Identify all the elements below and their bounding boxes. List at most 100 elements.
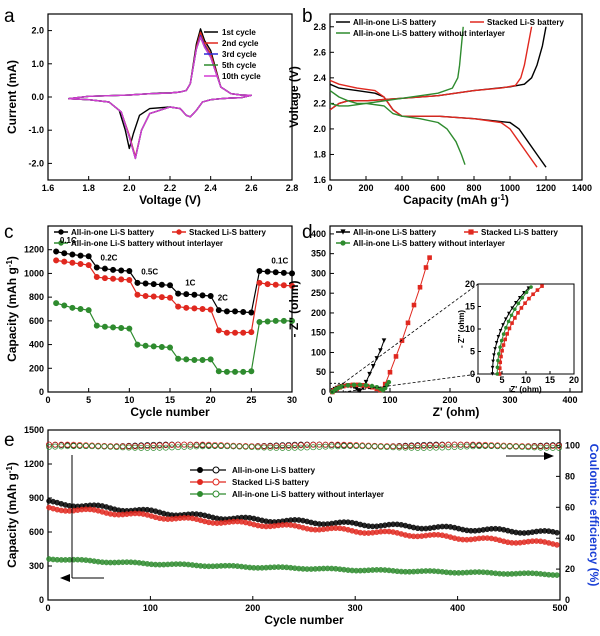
data-point [374, 384, 380, 390]
x-tick-label: 1.6 [42, 183, 55, 193]
efficiency-point [89, 443, 95, 450]
capacity-point [554, 542, 560, 548]
x-tick-label: 2.8 [286, 183, 299, 193]
inset-data-point [507, 311, 511, 316]
data-point [69, 304, 76, 311]
y-tick-label: 0 [39, 595, 44, 605]
efficiency-point [500, 443, 507, 450]
panel-letter: a [4, 6, 15, 27]
data-point [126, 276, 133, 283]
efficiency-point [310, 444, 317, 451]
legend-marker [58, 229, 64, 235]
y-tick-label: 100 [311, 347, 326, 357]
y-tick-label: 0.0 [31, 92, 44, 102]
legend-marker-filled [197, 491, 203, 497]
legend-marker [340, 229, 346, 235]
efficiency-point [230, 443, 237, 450]
legend-label: 10th cycle [222, 72, 261, 81]
x-tick-label: 2.4 [204, 183, 217, 193]
inset-data-point [529, 285, 533, 289]
y-tick-label: 800 [29, 292, 44, 302]
x-tick-label: 0 [45, 395, 50, 405]
efficiency-point [310, 441, 317, 448]
y-axis-label: Capacity (mAh g-1) [5, 462, 19, 568]
data-point [417, 284, 423, 290]
inset-data-point [505, 332, 509, 336]
efficiency-point [402, 444, 409, 451]
data-point [232, 329, 239, 336]
y2-tick-label: 60 [565, 502, 575, 512]
arrow-head-right [544, 452, 554, 460]
y-tick-label: 250 [311, 288, 326, 298]
inset-data-point [509, 313, 514, 318]
legend-label: Stacked Li-S battery [232, 478, 309, 487]
efficiency-point [322, 441, 329, 448]
legend-label: 5th cycle [222, 61, 257, 70]
inset-data-point [501, 323, 505, 327]
inset-data-point [493, 347, 497, 351]
inset-data-point [494, 341, 499, 345]
y-tick-label: 150 [311, 328, 326, 338]
plot-frame [47, 429, 561, 601]
x-tick-label: 300 [502, 395, 517, 405]
efficiency-point [248, 444, 255, 451]
efficiency-series [46, 441, 562, 450]
data-point [280, 317, 287, 324]
efficiency-point [297, 444, 304, 451]
data-point [61, 250, 68, 257]
inset-data-point [498, 360, 503, 365]
legend-label: All-in-one Li-S battery without interlay… [353, 239, 505, 248]
inset-data-point [501, 343, 506, 347]
data-point [232, 308, 239, 315]
data-point [85, 253, 92, 260]
panel-d: 0 100 200 300 400050100150200250300350400Z' … [287, 222, 583, 419]
legend-marker [176, 229, 182, 235]
data-point [288, 282, 295, 289]
inset-data-point [492, 353, 496, 357]
x-tick-label: 30 [287, 395, 297, 405]
y2-tick-label: 20 [565, 564, 575, 574]
efficiency-point [64, 443, 71, 450]
data-point [215, 327, 222, 334]
y-tick-label: 200 [311, 308, 326, 318]
zoom-connector [342, 283, 479, 384]
legend-label: All-in-one Li-S battery [232, 466, 316, 475]
inset-data-point [535, 288, 540, 292]
data-point [223, 368, 230, 375]
y-tick-label: 600 [29, 527, 44, 537]
rate-label: 0.2C [101, 253, 118, 262]
efficiency-point [46, 443, 52, 450]
efficiency-point [101, 443, 108, 450]
data-point [85, 307, 92, 314]
efficiency-point [537, 444, 544, 451]
y-tick-label: 1200 [24, 459, 44, 469]
efficiency-point [334, 443, 341, 450]
efficiency-point [470, 441, 476, 448]
data-point [393, 354, 399, 359]
efficiency-point [64, 441, 71, 448]
x-tick-label: 1000 [500, 183, 520, 193]
efficiency-point [494, 443, 501, 450]
efficiency-point [138, 443, 145, 450]
data-point [215, 307, 222, 314]
data-point [101, 323, 108, 330]
data-point [167, 282, 174, 289]
inset-data-point [499, 354, 503, 359]
efficiency-point [285, 444, 292, 451]
legend-label: Stacked Li-S battery [189, 228, 266, 237]
y-tick-label: 1.0 [31, 59, 44, 69]
data-point [142, 292, 149, 299]
inset-y-tick-label: 0 [470, 369, 475, 379]
legend: All-in-one Li-S battery Stacked Li-S batt… [336, 228, 558, 248]
data-point [134, 291, 141, 298]
y-tick-label: 600 [29, 316, 44, 326]
efficiency-point [390, 444, 397, 451]
data-point [175, 290, 182, 297]
efficiency-point [58, 443, 65, 450]
data-point [158, 294, 165, 301]
data-point [264, 318, 271, 325]
y-tick-label: 2.8 [313, 22, 326, 32]
capacity-point [554, 572, 560, 578]
inset-data-point [495, 372, 500, 376]
efficiency-point [273, 444, 280, 451]
